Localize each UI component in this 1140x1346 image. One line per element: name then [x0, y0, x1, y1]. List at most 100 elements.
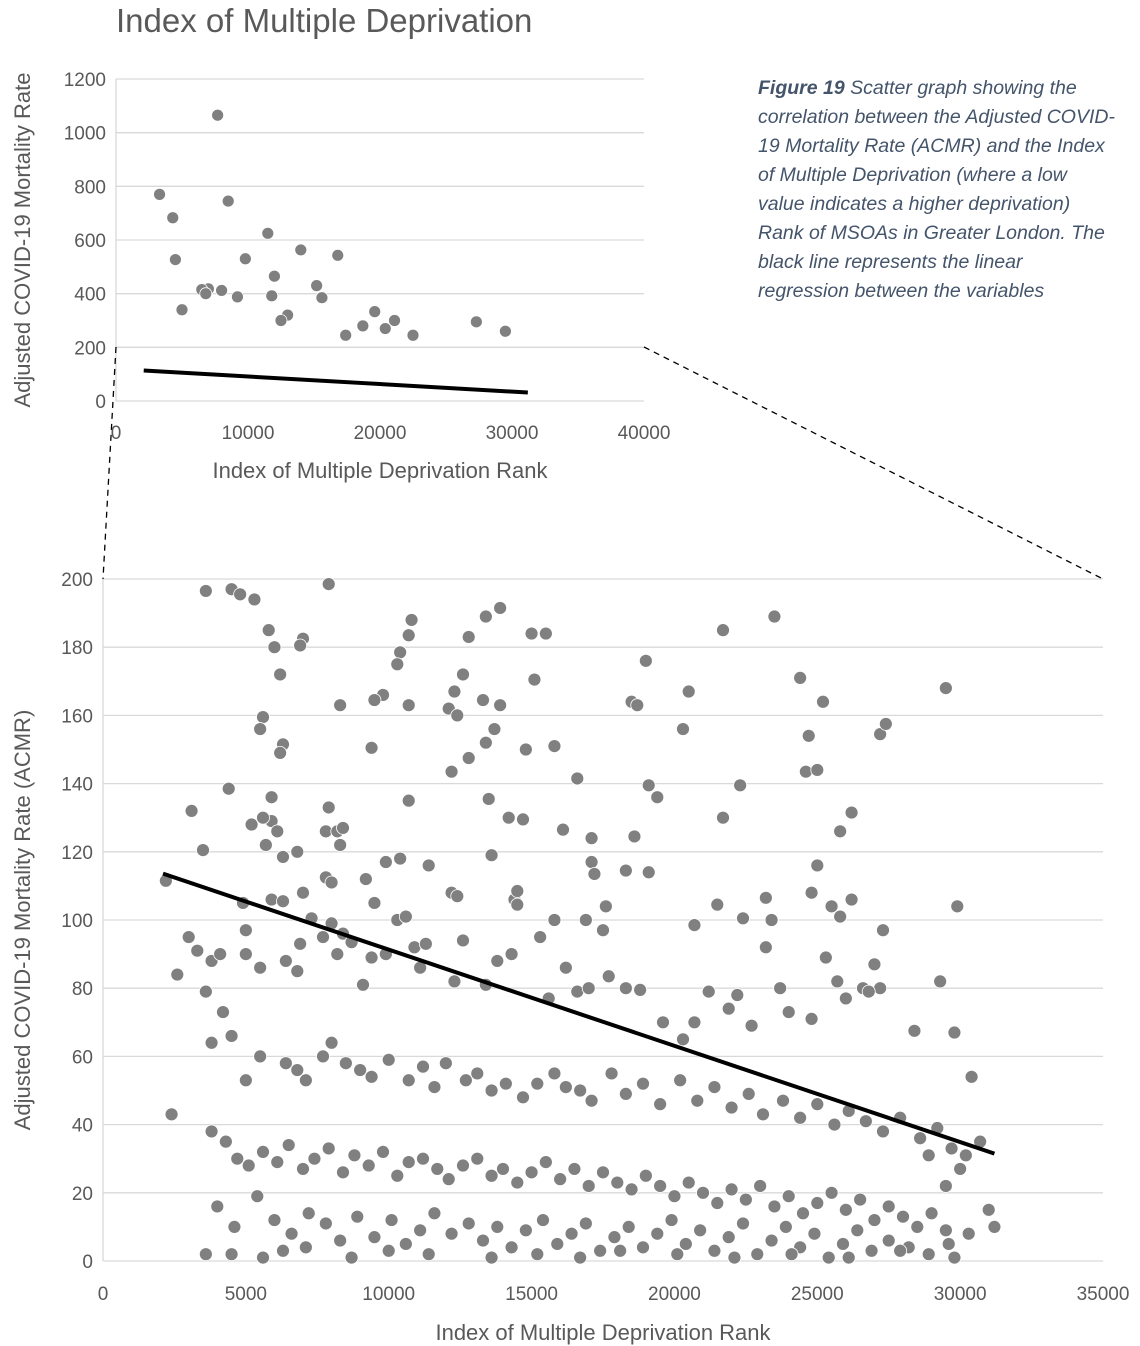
data-point [321, 800, 336, 815]
data-point [881, 1233, 896, 1248]
page-title: Index of Multiple Deprivation [116, 2, 533, 39]
data-point [367, 1230, 382, 1245]
data-point [353, 1063, 368, 1077]
data-point [907, 1023, 922, 1038]
data-point [253, 722, 268, 736]
y-tick-label: 180 [61, 638, 93, 659]
data-point [687, 918, 702, 933]
data-point [456, 1158, 470, 1173]
regression-line [162, 871, 996, 1156]
data-point [215, 284, 229, 297]
data-point [238, 947, 253, 961]
data-point [404, 613, 419, 627]
data-point [227, 1220, 242, 1234]
data-point [276, 894, 290, 909]
data-point [381, 1243, 396, 1258]
data-point [867, 1213, 882, 1227]
data-point [450, 708, 465, 723]
data-point [265, 289, 279, 303]
data-point [833, 824, 848, 839]
data-point [427, 1080, 442, 1094]
data-point [881, 1199, 896, 1214]
data-point [224, 1247, 239, 1262]
data-point [361, 1158, 376, 1173]
data-point [253, 960, 268, 975]
data-point [238, 1073, 253, 1088]
data-point [564, 1226, 579, 1241]
y-tick-label: 20 [72, 1184, 93, 1205]
data-point [744, 1018, 759, 1033]
data-point [638, 653, 653, 668]
data-point [413, 1223, 428, 1238]
y-tick-label: 400 [74, 285, 106, 306]
data-point [793, 670, 808, 685]
data-point [333, 838, 348, 852]
data-point [456, 933, 470, 948]
data-point [333, 698, 348, 713]
x-tick-label: 40000 [618, 423, 671, 444]
data-point [258, 838, 273, 852]
data-point [558, 1080, 573, 1094]
data-point [938, 1179, 953, 1193]
data-point [581, 1179, 596, 1193]
data-point [844, 892, 859, 907]
data-point [278, 1056, 293, 1071]
data-point [938, 681, 953, 696]
data-point [798, 764, 813, 779]
data-point [498, 324, 512, 338]
data-point [210, 1199, 225, 1214]
data-point [450, 889, 465, 904]
data-point [204, 1124, 219, 1139]
data-point [584, 1093, 599, 1108]
data-point [484, 1168, 499, 1183]
data-point [550, 1237, 565, 1251]
data-point [244, 817, 259, 832]
x-tick-label: 5000 [225, 1284, 267, 1305]
data-point [484, 1250, 499, 1265]
data-point [733, 778, 748, 793]
data-point [841, 1250, 856, 1265]
data-point [204, 1035, 219, 1050]
data-point [256, 810, 270, 825]
data-point [401, 793, 416, 808]
data-point [958, 1148, 973, 1163]
data-point [910, 1220, 925, 1234]
data-point [364, 950, 379, 965]
data-point [724, 1182, 739, 1197]
data-point [256, 710, 270, 725]
data-point [356, 977, 370, 992]
data-point [170, 967, 185, 982]
data-point [670, 1247, 685, 1262]
main-chart: 0 20 40 60 80 100 120 140 160 180 200 0 5000 10000 150… [10, 570, 1129, 1345]
data-point [853, 1192, 868, 1207]
data-point [324, 1035, 339, 1050]
data-point [758, 890, 773, 905]
data-point [273, 667, 288, 682]
data-point [981, 1202, 996, 1217]
data-point [444, 1226, 459, 1241]
data-point [710, 1196, 725, 1210]
data-point [687, 1015, 702, 1030]
data-point [536, 1213, 550, 1227]
data-point [804, 1011, 819, 1026]
data-point [570, 771, 585, 786]
regression-line [143, 368, 528, 395]
data-point [784, 1247, 799, 1262]
data-point [547, 1066, 562, 1081]
data-point [776, 1093, 790, 1108]
data-point [456, 667, 470, 682]
data-point [339, 328, 353, 342]
data-point [778, 1220, 793, 1234]
figure-label: Figure 19 [758, 77, 845, 99]
data-point [567, 1162, 582, 1176]
data-point [767, 1199, 782, 1214]
data-point [578, 913, 593, 927]
data-point [316, 1049, 330, 1064]
data-point [807, 1226, 822, 1241]
data-point [796, 1206, 810, 1221]
data-point [896, 1209, 910, 1224]
data-point [276, 1243, 290, 1258]
data-point [447, 974, 462, 989]
data-point [613, 1243, 628, 1258]
